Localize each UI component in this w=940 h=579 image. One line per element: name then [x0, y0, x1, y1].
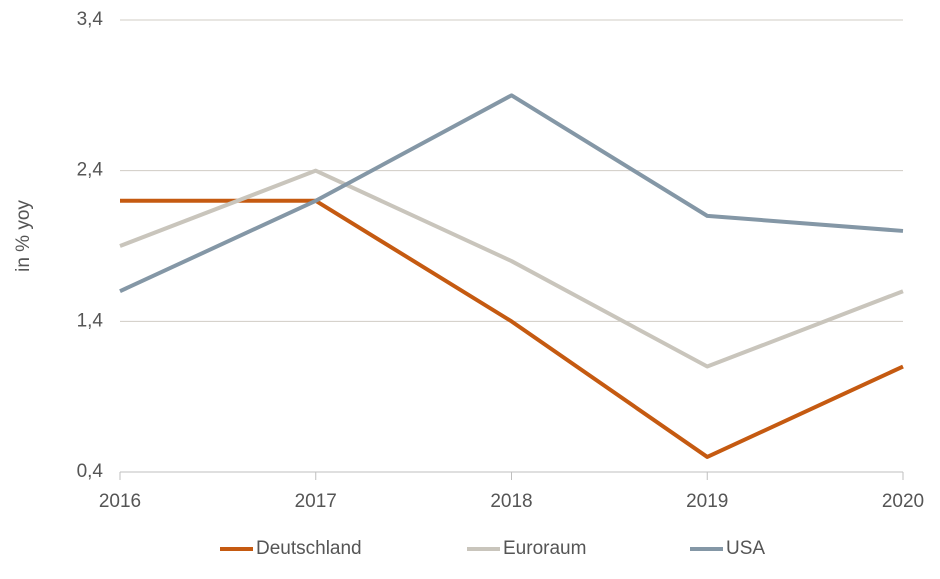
- x-tick-label: 2019: [686, 491, 728, 512]
- x-tick-label: 2018: [490, 491, 532, 512]
- x-tick-label: 2016: [99, 491, 141, 512]
- series-line: [119, 168, 904, 369]
- x-tick-label: 2017: [295, 491, 337, 512]
- y-axis-label: in % yoy: [13, 200, 34, 272]
- legend-label: Euroraum: [503, 538, 586, 559]
- x-tick-label: 2020: [882, 491, 924, 512]
- legend-label: Deutschland: [256, 538, 362, 559]
- y-tick-label: 0,4: [77, 461, 104, 482]
- legend-label: USA: [726, 538, 765, 559]
- y-tick-label: 1,4: [77, 310, 104, 331]
- y-tick-label: 3,4: [77, 9, 104, 30]
- series-line: [119, 93, 904, 294]
- y-tick-label: 2,4: [77, 160, 104, 181]
- series-line: [120, 198, 904, 459]
